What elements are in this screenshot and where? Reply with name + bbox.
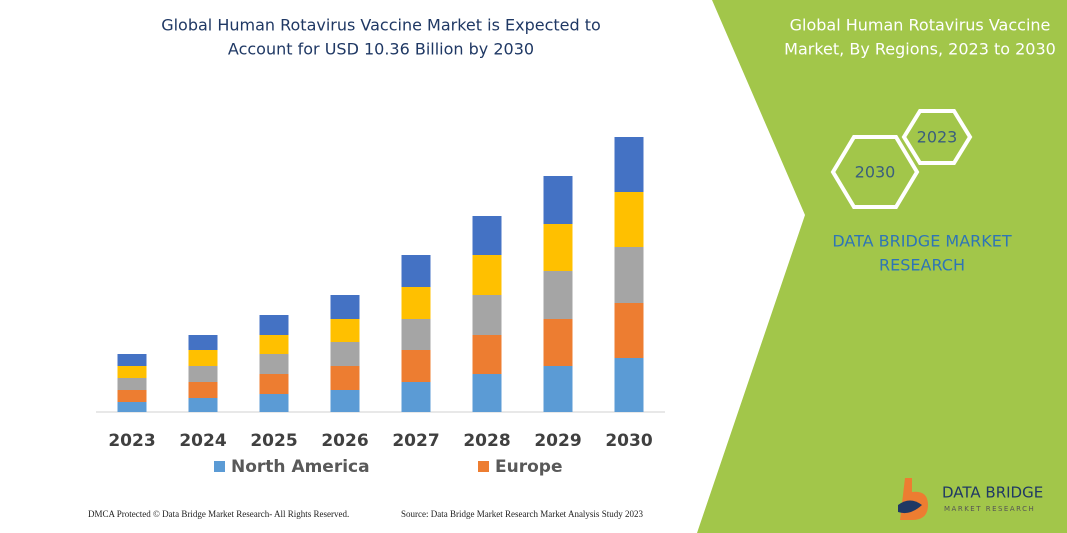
bar-segment xyxy=(259,354,289,374)
bar-segment xyxy=(614,247,644,303)
bar-segment xyxy=(330,295,360,319)
bar-segment xyxy=(117,378,147,390)
x-tick-label: 2030 xyxy=(605,431,652,451)
panel-brand: RESEARCH xyxy=(879,256,965,275)
footer-source: Source: Data Bridge Market Research Mark… xyxy=(401,509,643,519)
legend-label: North America xyxy=(231,457,370,477)
bar-segment xyxy=(472,295,502,335)
hexagon-label: 2030 xyxy=(855,163,896,182)
x-tick-label: 2023 xyxy=(108,431,155,451)
panel-title: Global Human Rotavirus Vaccine xyxy=(790,16,1051,35)
bar-segment xyxy=(188,366,218,382)
logo-tagline: MARKET RESEARCH xyxy=(944,505,1035,513)
bar-segment xyxy=(614,303,644,358)
bar-segment xyxy=(401,287,431,319)
bar-segment xyxy=(259,335,289,354)
bar-segment xyxy=(472,374,502,412)
legend-label: Europe xyxy=(495,457,562,477)
bar-segment xyxy=(543,176,573,224)
bar-segment xyxy=(117,390,147,402)
x-tick-label: 2026 xyxy=(321,431,368,451)
bar-segment xyxy=(188,382,218,398)
panel-title: Market, By Regions, 2023 to 2030 xyxy=(784,40,1056,59)
bar-segment xyxy=(330,390,360,412)
bar-segment xyxy=(259,394,289,412)
bar-segment xyxy=(543,271,573,319)
legend-swatch xyxy=(478,461,489,472)
bar-segment xyxy=(614,358,644,412)
bar-segment xyxy=(259,374,289,394)
bar-segment xyxy=(401,255,431,287)
legend-swatch xyxy=(214,461,225,472)
bar-segment xyxy=(472,335,502,374)
hexagon xyxy=(901,109,973,165)
bar-segment xyxy=(401,319,431,350)
x-tick-label: 2027 xyxy=(392,431,439,451)
panel-brand: DATA BRIDGE MARKET xyxy=(832,232,1012,251)
hexagon xyxy=(830,135,920,209)
bar-segment xyxy=(188,335,218,350)
bar-segment xyxy=(472,216,502,255)
x-tick-label: 2024 xyxy=(179,431,226,451)
bar-segment xyxy=(188,398,218,412)
x-tick-label: 2028 xyxy=(463,431,510,451)
bar-segment xyxy=(614,137,644,192)
chart-title: Account for USD 10.36 Billion by 2030 xyxy=(228,40,534,59)
bar-segment xyxy=(614,192,644,247)
bar-segment xyxy=(543,319,573,366)
bar-segment xyxy=(117,354,147,366)
bar-segment xyxy=(543,224,573,271)
bar-segment xyxy=(401,350,431,382)
side-panel xyxy=(697,0,1067,533)
logo-mark xyxy=(898,500,922,514)
x-tick-label: 2029 xyxy=(534,431,581,451)
footer-copyright: DMCA Protected © Data Bridge Market Rese… xyxy=(88,509,349,519)
bar-segment xyxy=(330,366,360,390)
bar-segment xyxy=(472,255,502,295)
bar-segment xyxy=(259,315,289,335)
bar-segment xyxy=(401,382,431,412)
chart-title: Global Human Rotavirus Vaccine Market is… xyxy=(161,16,601,35)
x-tick-label: 2025 xyxy=(250,431,297,451)
bar-segment xyxy=(117,366,147,378)
logo-name: DATA BRIDGE xyxy=(942,484,1043,502)
bar-segment xyxy=(330,319,360,342)
bar-segment xyxy=(543,366,573,412)
hexagon-label: 2023 xyxy=(917,128,958,147)
bar-segment xyxy=(188,350,218,366)
bar-segment xyxy=(117,402,147,412)
bar-segment xyxy=(330,342,360,366)
